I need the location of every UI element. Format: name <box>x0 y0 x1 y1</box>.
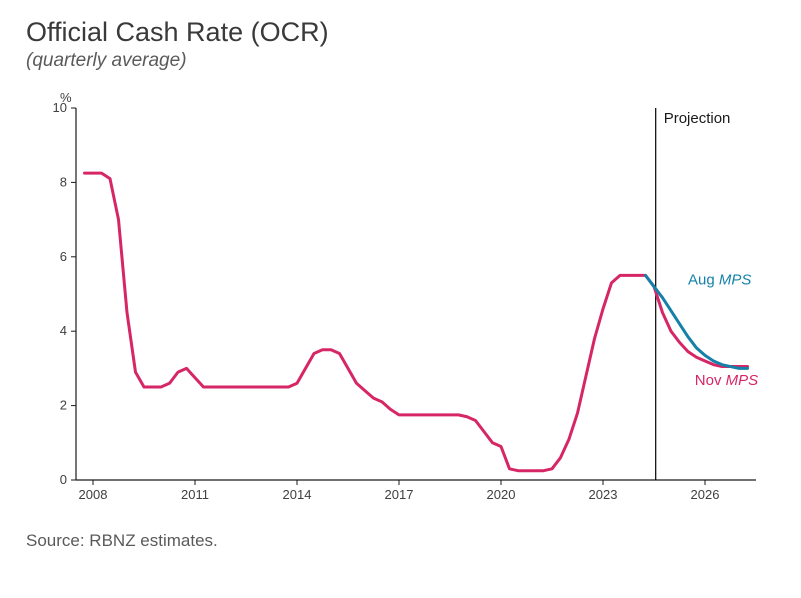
y-tick-label: 0 <box>60 472 67 487</box>
page-subtitle: (quarterly average) <box>26 50 775 72</box>
y-tick-label: 4 <box>60 323 67 338</box>
y-tick-label: 8 <box>60 174 67 189</box>
x-tick-label: 2026 <box>691 487 720 502</box>
x-tick-label: 2020 <box>487 487 516 502</box>
x-tick-label: 2014 <box>283 487 312 502</box>
ocr-chart: % 02468102008201120142017202020232026Pro… <box>26 90 775 515</box>
series-label-aug-mps: Aug MPS <box>688 271 751 288</box>
y-tick-label: 6 <box>60 248 67 263</box>
series-aug-mps <box>646 275 748 368</box>
y-axis-unit: % <box>60 90 72 105</box>
source-note: Source: RBNZ estimates. <box>26 531 775 551</box>
x-tick-label: 2017 <box>385 487 414 502</box>
x-tick-label: 2011 <box>181 487 209 502</box>
series-label-nov-mps: Nov MPS <box>695 372 758 389</box>
x-tick-label: 2023 <box>589 487 618 502</box>
x-tick-label: 2008 <box>79 487 108 502</box>
chart-svg: 02468102008201120142017202020232026Proje… <box>26 90 766 510</box>
projection-label: Projection <box>664 110 731 127</box>
series-nov-mps <box>85 173 748 471</box>
y-tick-label: 2 <box>60 397 67 412</box>
page-title: Official Cash Rate (OCR) <box>26 18 775 48</box>
